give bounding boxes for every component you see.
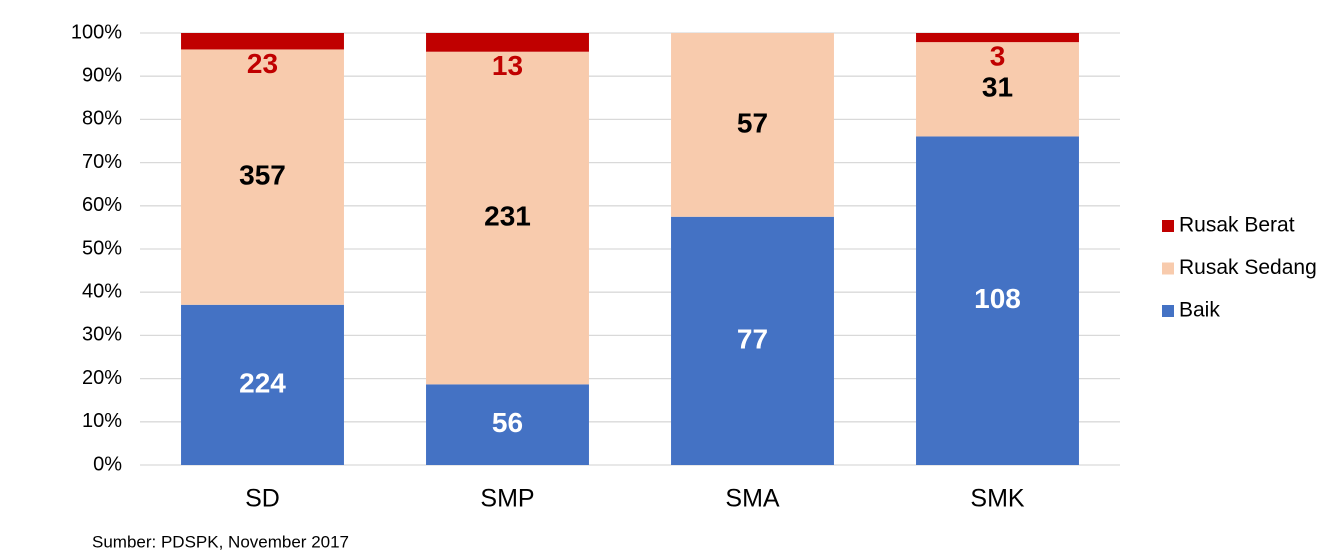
legend-swatch: [1162, 220, 1174, 232]
data-label: 56: [492, 407, 523, 438]
bar-segment: [671, 216, 834, 465]
bar-segment: [426, 384, 589, 465]
data-label: 23: [247, 48, 278, 79]
x-tick-label: SMA: [725, 485, 780, 513]
bar-segment: [181, 304, 344, 465]
y-tick-label: 10%: [82, 410, 122, 432]
bar-segment: [916, 136, 1079, 465]
bar-segment: [671, 33, 834, 217]
source-note: Sumber: PDSPK, November 2017: [92, 532, 349, 550]
bar-segment: [426, 51, 589, 385]
legend-swatch: [1162, 305, 1174, 317]
data-label: 13: [492, 50, 523, 81]
x-tick-label: SD: [245, 485, 280, 513]
bar-segment: [916, 33, 1079, 43]
bar-segment: [916, 42, 1079, 137]
data-label: 57: [737, 107, 768, 138]
data-label: 31: [982, 72, 1013, 103]
data-label: 3: [990, 41, 1006, 72]
y-tick-label: 90%: [82, 64, 122, 86]
y-tick-label: 100%: [71, 21, 122, 43]
data-label: 108: [974, 283, 1021, 314]
y-tick-label: 50%: [82, 237, 122, 259]
y-tick-label: 30%: [82, 324, 122, 346]
data-label: 224: [239, 367, 286, 398]
x-tick-label: SMK: [970, 485, 1025, 513]
legend-label: Rusak Sedang: [1179, 256, 1317, 279]
y-tick-label: 0%: [93, 453, 122, 475]
bar-segment: [181, 49, 344, 305]
data-label: 77: [737, 323, 768, 354]
bar-segment: [181, 33, 344, 50]
y-tick-label: 20%: [82, 367, 122, 389]
y-tick-label: 60%: [82, 194, 122, 216]
legend-label: Rusak Berat: [1179, 214, 1295, 237]
bar-segment: [426, 33, 589, 52]
y-tick-label: 40%: [82, 280, 122, 302]
data-label: 357: [239, 160, 286, 191]
data-label: 231: [484, 200, 531, 231]
y-tick-label: 70%: [82, 151, 122, 173]
y-tick-label: 80%: [82, 108, 122, 130]
x-tick-label: SMP: [480, 485, 534, 513]
legend-swatch: [1162, 262, 1174, 275]
legend-label: Baik: [1179, 299, 1220, 322]
